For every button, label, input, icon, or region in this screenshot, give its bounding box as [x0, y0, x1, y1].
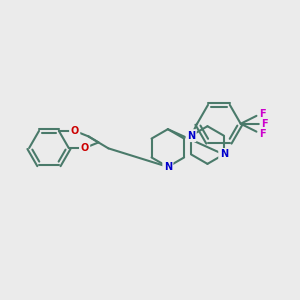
Text: F: F	[259, 109, 266, 119]
Text: N: N	[220, 149, 228, 160]
Text: N: N	[187, 130, 195, 141]
Text: N: N	[164, 162, 172, 172]
Text: O: O	[70, 126, 79, 136]
Text: O: O	[80, 143, 89, 153]
Text: F: F	[259, 129, 266, 139]
Text: F: F	[261, 119, 268, 129]
